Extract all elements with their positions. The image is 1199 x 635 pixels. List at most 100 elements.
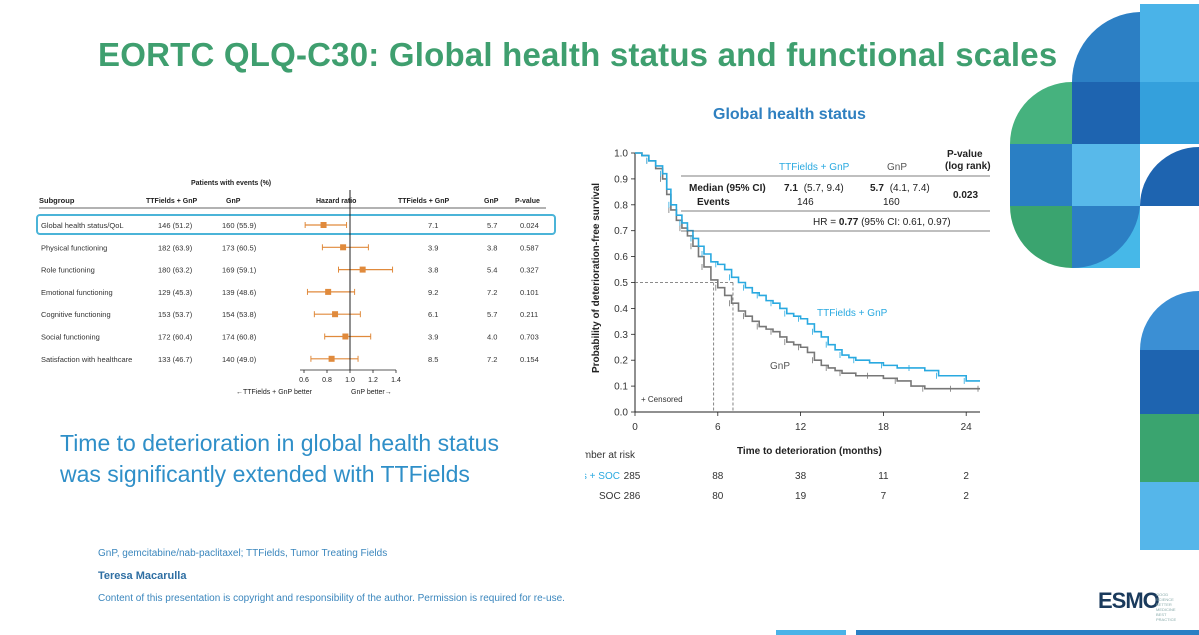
forest-row-tt-median: 3.9: [428, 333, 438, 342]
km-at-risk-value: 2: [963, 471, 969, 482]
forest-col-tt-median: TTFields + GnP: [398, 198, 449, 205]
forest-row-tt-median: 8.5: [428, 355, 438, 364]
forest-row-gnp-median: 5.7: [487, 310, 497, 319]
forest-row-pvalue: 0.101: [520, 288, 539, 297]
forest-row-gnp-median: 5.7: [487, 221, 497, 230]
forest-row-tt: 182 (63.9): [158, 243, 193, 252]
forest-hr-point: [325, 288, 332, 295]
copyright: Content of this presentation is copyrigh…: [98, 593, 565, 604]
km-plot: Global health status Probability of dete…: [585, 106, 991, 502]
forest-row-pvalue: 0.211: [520, 310, 538, 319]
km-pvalue: 0.023: [953, 190, 978, 201]
forest-col-pvalue: P-value: [515, 198, 540, 205]
forest-row-gnp-median: 7.2: [487, 288, 497, 297]
forest-col-gnp-median: GnP: [484, 198, 499, 205]
forest-row-tt: 153 (53.7): [158, 310, 193, 319]
forest-row-pvalue: 0.327: [520, 266, 539, 275]
km-at-risk-title: Number at risk: [585, 450, 636, 461]
km-at-risk-value: 19: [795, 491, 807, 502]
km-pvalue-header-2: (log rank): [945, 161, 991, 172]
forest-hr-point: [328, 355, 335, 362]
forest-x-tick-label: 1.4: [391, 377, 401, 384]
forest-row-tt: 133 (46.7): [158, 355, 193, 364]
forest-row-pvalue: 0.154: [520, 355, 539, 364]
km-at-risk-value: 7: [881, 491, 887, 502]
forest-hr-point: [340, 244, 347, 251]
km-title: Global health status: [713, 106, 866, 123]
km-gnp-median: 5.7 (4.1, 7.4): [870, 183, 930, 194]
km-at-risk-value: 38: [795, 471, 807, 482]
km-y-tick-label: 1.0: [614, 149, 628, 160]
forest-row-gnp: 139 (48.6): [222, 288, 257, 297]
km-at-risk-value: 2: [963, 491, 969, 502]
km-median-label: Median (95% CI): [689, 183, 766, 194]
forest-row-gnp-median: 3.8: [487, 243, 497, 252]
forest-hr-point: [359, 266, 366, 273]
forest-row-gnp-median: 4.0: [487, 333, 497, 342]
km-hr: HR = 0.77 (95% CI: 0.61, 0.97): [813, 217, 951, 228]
forest-x-tick-label: 1.2: [368, 377, 378, 384]
forest-header-top: Patients with events (%): [191, 180, 271, 187]
forest-x-tick-label: 0.6: [299, 377, 309, 384]
km-y-tick-label: 0.1: [614, 382, 628, 393]
forest-x-tick-label: 0.8: [322, 377, 332, 384]
forest-row-pvalue: 0.703: [520, 333, 539, 342]
forest-x-tick-label: 1.0: [345, 377, 355, 384]
km-at-risk-value: 80: [712, 491, 724, 502]
forest-row-gnp: 169 (59.1): [222, 266, 257, 275]
km-ylabel: Probability of deterioration-free surviv…: [591, 183, 602, 373]
km-gnp-events: 160: [883, 197, 900, 208]
forest-hr-point: [332, 311, 339, 318]
forest-col-hr: Hazard ratio: [316, 198, 356, 205]
km-y-tick-label: 0.8: [614, 200, 628, 211]
forest-row-subgroup: Global health status/QoL: [41, 221, 124, 230]
tagline-line-1: Time to deterioration in global health s…: [60, 430, 499, 456]
footnote: GnP, gemcitabine/nab-paclitaxel; TTField…: [98, 548, 388, 559]
km-at-risk-value: 11: [878, 471, 889, 482]
km-col-gnp: GnP: [887, 162, 907, 173]
km-tt-median: 7.1 (5.7, 9.4): [784, 183, 844, 194]
forest-hr-point: [342, 333, 349, 340]
km-y-tick-label: 0.7: [614, 226, 628, 237]
km-label-gnp: GnP: [770, 361, 790, 372]
km-y-tick-label: 0.5: [614, 278, 628, 289]
forest-row-subgroup: Role functioning: [41, 266, 95, 275]
forest-row-tt: 180 (63.2): [158, 266, 193, 275]
forest-right-label: GnP better→: [351, 389, 392, 396]
km-pvalue-header-1: P-value: [947, 149, 983, 160]
km-at-risk-label-tt: TTFields + SOC: [585, 471, 620, 482]
forest-highlight-box: [36, 214, 556, 235]
forest-col-subgroup: Subgroup: [39, 196, 75, 205]
esmo-logo: ESMO GOOD SCIENCE BETTER MEDICINE BEST P…: [1098, 588, 1188, 622]
km-events-label: Events: [697, 197, 730, 208]
km-xlabel: Time to deterioration (months): [737, 446, 882, 457]
forest-row-pvalue: 0.024: [520, 221, 539, 230]
author: Teresa Macarulla: [98, 570, 187, 582]
esmo-logo-text: ESMO: [1098, 588, 1160, 613]
forest-plot: Patients with events (%) Subgroup TTFiel…: [36, 180, 556, 396]
tagline-line-2: was significantly extended with TTFields: [60, 461, 470, 487]
forest-row-gnp: 160 (55.9): [222, 221, 257, 230]
forest-row-subgroup: Satisfaction with healthcare: [41, 355, 132, 364]
forest-row-subgroup: Emotional functioning: [41, 288, 113, 297]
forest-left-label: ←TTFields + GnP better: [236, 389, 313, 396]
slide-title: EORTC QLQ-C30: Global health status and …: [98, 36, 1058, 73]
km-curve-ttfields: [635, 152, 980, 382]
km-at-risk-value: 285: [624, 471, 641, 482]
forest-row-gnp: 173 (60.5): [222, 243, 257, 252]
forest-col-gnp-events: GnP: [226, 198, 241, 205]
km-x-tick-label: 12: [795, 422, 807, 433]
km-y-tick-label: 0.9: [614, 174, 628, 185]
forest-row-tt-median: 9.2: [428, 288, 438, 297]
forest-hr-point: [320, 222, 327, 228]
km-tt-events: 146: [797, 197, 814, 208]
km-y-tick-label: 0.6: [614, 252, 628, 263]
forest-row-tt-median: 3.9: [428, 243, 438, 252]
km-y-tick-label: 0.0: [614, 408, 628, 419]
km-col-tt: TTFields + GnP: [779, 162, 850, 173]
tagline: Time to deterioration in global health s…: [60, 428, 520, 490]
forest-row-gnp: 174 (60.8): [222, 333, 257, 342]
forest-row-tt-median: 6.1: [428, 310, 438, 319]
forest-row-subgroup: Cognitive functioning: [41, 310, 111, 319]
